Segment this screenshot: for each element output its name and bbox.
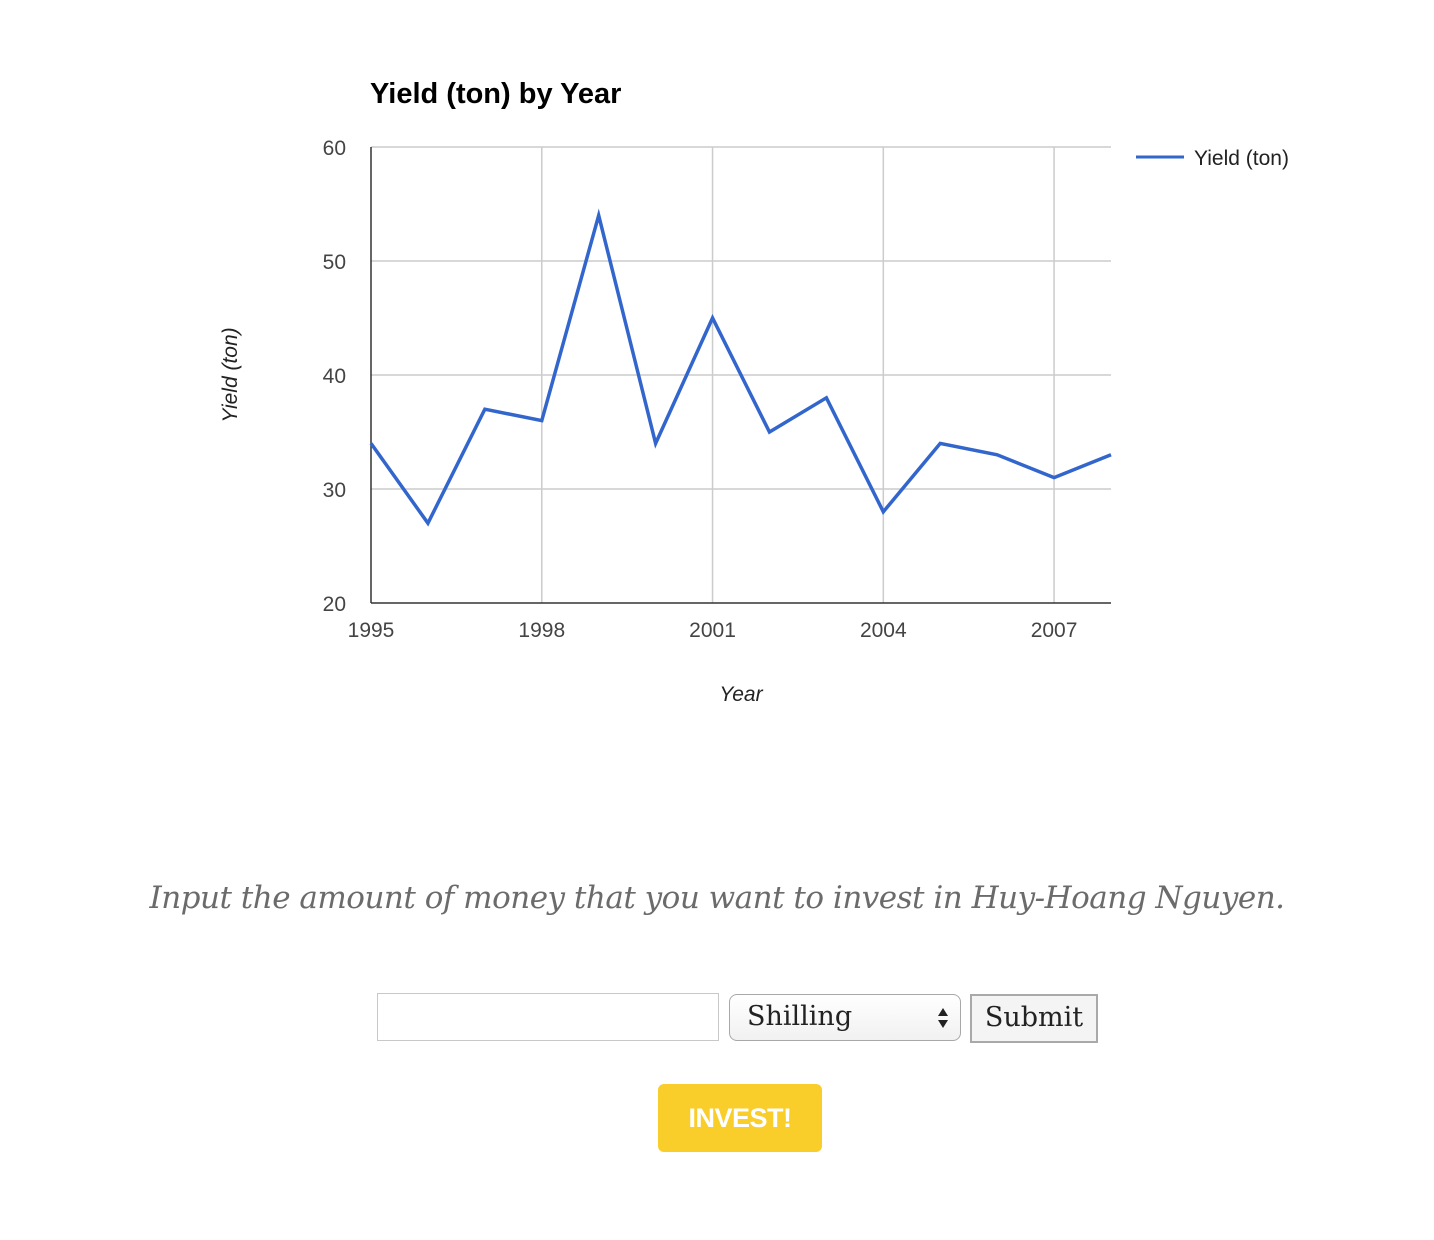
series-line	[369, 208, 1112, 527]
y-tick-label: 20	[323, 593, 346, 616]
y-tick-label: 50	[323, 251, 346, 274]
invest-button[interactable]: INVEST!	[658, 1084, 822, 1152]
amount-input[interactable]	[377, 993, 719, 1041]
currency-selected-value: Shilling	[747, 1001, 853, 1032]
select-arrows-icon	[938, 1008, 948, 1028]
y-tick-label: 60	[323, 137, 346, 160]
y-axis-title: Yield (ton)	[219, 327, 242, 422]
x-tick-label: 1998	[518, 619, 565, 642]
chart-axes	[370, 147, 1111, 604]
chart-legend: Yield (ton)	[1136, 147, 1289, 170]
submit-button[interactable]: Submit	[970, 994, 1098, 1043]
chart-series	[369, 208, 1112, 527]
x-axis-title: Year	[719, 683, 763, 706]
y-tick-label: 30	[323, 479, 346, 502]
currency-select[interactable]: Shilling	[729, 994, 961, 1041]
x-tick-label: 2007	[1031, 619, 1078, 642]
chart-ticks: 20 30 40 50 60 1995 1998 2001 2004 2007	[323, 137, 1078, 642]
chart-title: Yield (ton) by Year	[370, 78, 621, 110]
legend-label: Yield (ton)	[1194, 147, 1289, 170]
x-tick-label: 2001	[689, 619, 736, 642]
x-tick-label: 2004	[860, 619, 907, 642]
chart-grid	[371, 146, 1111, 603]
x-tick-label: 1995	[348, 619, 395, 642]
y-tick-label: 40	[323, 365, 346, 388]
invest-prompt: Input the amount of money that you want …	[149, 880, 1285, 916]
